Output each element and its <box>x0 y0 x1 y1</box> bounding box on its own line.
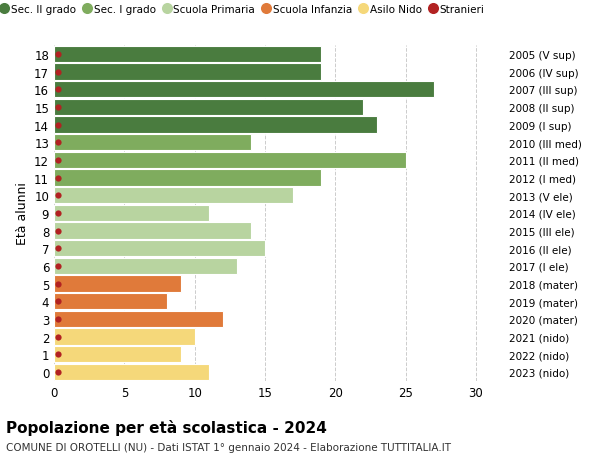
Bar <box>54 152 406 168</box>
Y-axis label: Età alunni: Età alunni <box>16 182 29 245</box>
Legend: Sec. II grado, Sec. I grado, Scuola Primaria, Scuola Infanzia, Asilo Nido, Stran: Sec. II grado, Sec. I grado, Scuola Prim… <box>0 1 488 19</box>
Text: COMUNE DI OROTELLI (NU) - Dati ISTAT 1° gennaio 2024 - Elaborazione TUTTITALIA.I: COMUNE DI OROTELLI (NU) - Dati ISTAT 1° … <box>6 442 451 452</box>
Bar <box>54 100 364 116</box>
Bar <box>54 64 321 80</box>
Bar <box>54 364 209 380</box>
Text: Popolazione per età scolastica - 2024: Popolazione per età scolastica - 2024 <box>6 419 327 435</box>
Bar <box>54 276 181 292</box>
Bar <box>54 135 251 151</box>
Bar <box>54 82 434 98</box>
Bar <box>54 329 194 345</box>
Bar <box>54 293 167 310</box>
Bar <box>54 241 265 257</box>
Bar <box>54 47 321 63</box>
Bar <box>54 117 377 134</box>
Bar <box>54 223 251 239</box>
Bar <box>54 347 181 363</box>
Bar <box>54 311 223 327</box>
Bar <box>54 170 321 186</box>
Bar <box>54 258 237 274</box>
Bar <box>54 188 293 204</box>
Bar <box>54 205 209 222</box>
